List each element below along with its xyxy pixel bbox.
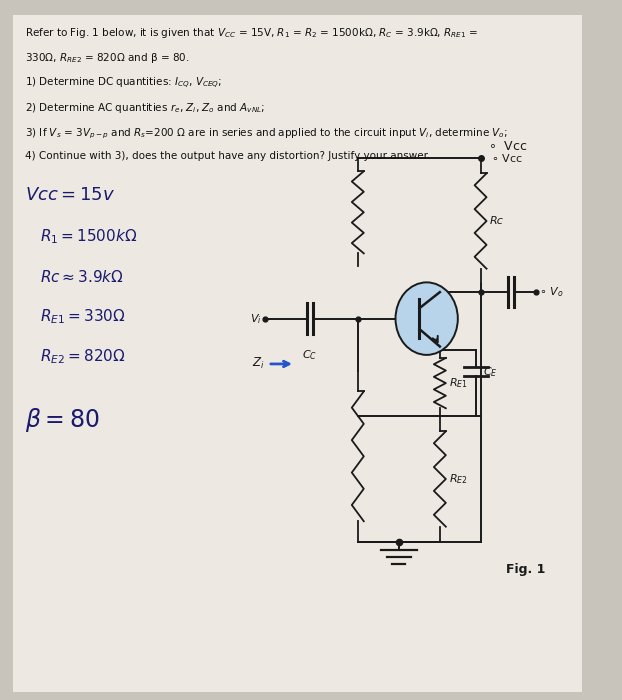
Text: 330Ω, $R_{RE2}$ = 820Ω and β = 80.: 330Ω, $R_{RE2}$ = 820Ω and β = 80. <box>26 51 190 65</box>
Text: 1) Determine DC quantities: $I_{CQ}$, $V_{CEQ}$;: 1) Determine DC quantities: $I_{CQ}$, $V… <box>26 76 223 91</box>
Text: $R_{E2}$: $R_{E2}$ <box>449 472 468 486</box>
Text: $\mathit{Rc\approx 3.9k\Omega}$: $\mathit{Rc\approx 3.9k\Omega}$ <box>40 270 124 286</box>
Text: $V_i$: $V_i$ <box>250 312 262 326</box>
Text: $\circ$ $V_o$: $\circ$ $V_o$ <box>539 285 564 299</box>
Text: $R_{E1}$: $R_{E1}$ <box>449 376 468 390</box>
Text: Refer to Fig. 1 below, it is given that $V_{CC}$ = 15V, $R_1$ = $R_2$ = 1500kΩ, : Refer to Fig. 1 below, it is given that … <box>26 26 478 40</box>
Text: $C_C$: $C_C$ <box>302 348 317 362</box>
Text: $\mathit{Vcc=15v}$: $\mathit{Vcc=15v}$ <box>26 186 115 204</box>
Text: $\mathit{R_{E2}=820\Omega}$: $\mathit{R_{E2}=820\Omega}$ <box>40 348 126 366</box>
Text: Rc: Rc <box>490 216 503 226</box>
Text: 3) If $V_s$ = 3$V_{p-p}$ and $R_s$=200 Ω are in series and applied to the circui: 3) If $V_s$ = 3$V_{p-p}$ and $R_s$=200 Ω… <box>26 126 508 141</box>
Text: $\mathit{\beta=80}$: $\mathit{\beta=80}$ <box>26 406 100 434</box>
Text: $\circ$  Vcc: $\circ$ Vcc <box>488 140 527 153</box>
Text: $C_E$: $C_E$ <box>483 365 498 379</box>
Text: $\mathit{R_{E1}=330\Omega}$: $\mathit{R_{E1}=330\Omega}$ <box>40 307 126 326</box>
Text: Fig. 1: Fig. 1 <box>506 563 545 575</box>
Text: 2) Determine AC quantities $r_e$, $Z_i$, $Z_o$ and $A_{vNL}$;: 2) Determine AC quantities $r_e$, $Z_i$,… <box>26 101 266 115</box>
Text: $Z_i$: $Z_i$ <box>253 356 265 372</box>
FancyBboxPatch shape <box>13 15 582 692</box>
Text: 4) Continue with 3), does the output have any distortion? Justify your answer.: 4) Continue with 3), does the output hav… <box>26 151 430 161</box>
Circle shape <box>396 282 458 355</box>
Text: $\mathit{R_1=1500k\Omega}$: $\mathit{R_1=1500k\Omega}$ <box>40 227 137 246</box>
Text: $\circ$ Vcc: $\circ$ Vcc <box>491 153 523 164</box>
